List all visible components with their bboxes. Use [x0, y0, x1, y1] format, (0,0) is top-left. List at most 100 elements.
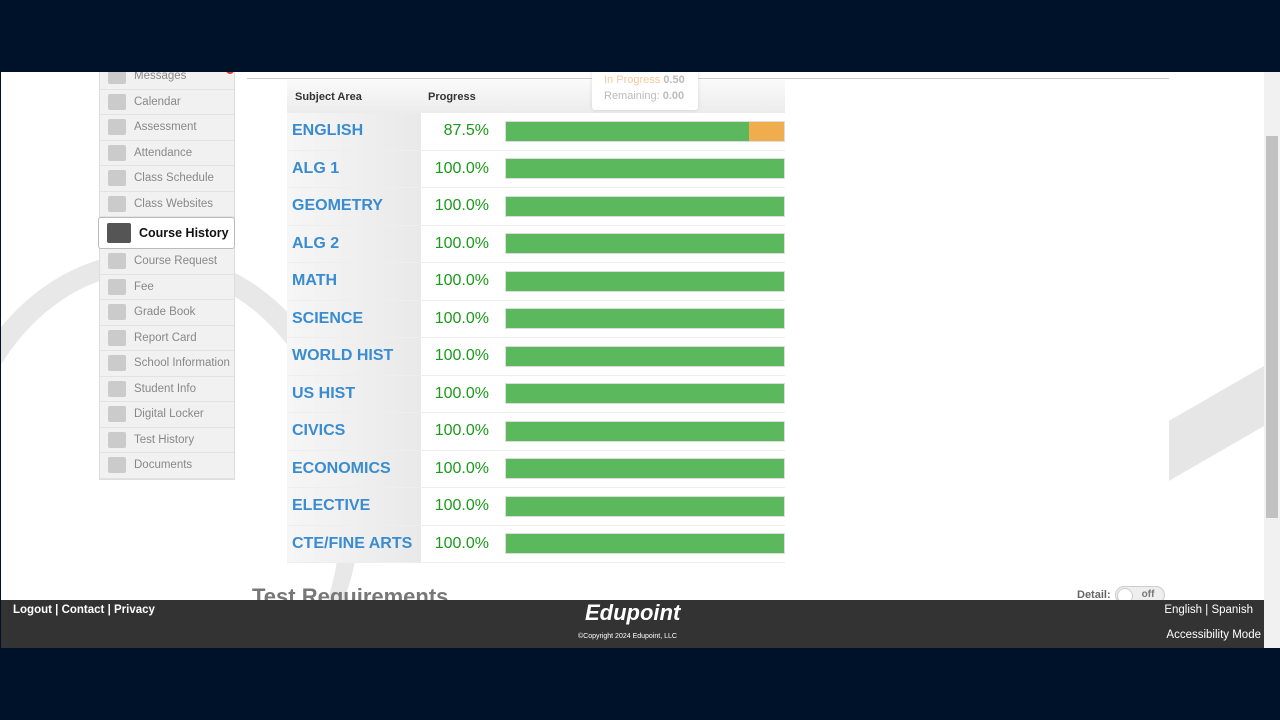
- subject-name[interactable]: WORLD HIST: [287, 338, 421, 375]
- table-row: WORLD HIST 100.0%: [287, 338, 785, 376]
- sidebar-item-course-history[interactable]: Course History: [98, 217, 235, 249]
- divider: [247, 78, 1169, 79]
- progress-percent: 100.0%: [434, 347, 489, 365]
- progress-complete: [506, 421, 784, 441]
- progress-complete: [506, 309, 784, 329]
- sidebar-item-documents[interactable]: Documents: [100, 453, 234, 479]
- sidebar-item-label: Grade Book: [134, 306, 196, 319]
- progress-percent: 100.0%: [434, 384, 489, 402]
- sidebar-item-label: Documents: [134, 459, 193, 472]
- progress-bar[interactable]: [505, 495, 785, 517]
- line-chart-icon: [108, 431, 126, 448]
- subject-name[interactable]: MATH: [287, 263, 421, 300]
- sidebar-item-label: Course Request: [134, 255, 218, 268]
- progress-bar[interactable]: [505, 233, 785, 255]
- sidebar-item-attendance[interactable]: Attendance: [100, 141, 234, 166]
- sidebar-item-calendar[interactable]: Calendar: [100, 90, 234, 115]
- progress-complete: [506, 271, 784, 291]
- privacy-link[interactable]: Privacy: [113, 604, 155, 616]
- subject-name[interactable]: ALG 2: [287, 225, 421, 262]
- sidebar-item-label: Class Schedule: [134, 172, 214, 185]
- tooltip-in-progress-value: 0.50: [663, 74, 685, 86]
- subject-name[interactable]: ELECTIVE: [287, 488, 421, 525]
- subject-name[interactable]: CIVICS: [287, 413, 421, 450]
- subject-name[interactable]: ECONOMICS: [287, 450, 421, 487]
- sidebar-item-label: Attendance: [134, 146, 193, 159]
- progress-percent: 87.5%: [443, 122, 489, 140]
- page: Messages Calendar Assessment Attendance Clas…: [0, 72, 1280, 648]
- logout-link[interactable]: Logout: [13, 604, 52, 616]
- scrollbar[interactable]: [1264, 72, 1280, 648]
- progress-bar[interactable]: [505, 270, 785, 292]
- english-link[interactable]: English: [1164, 604, 1203, 616]
- subject-name[interactable]: US HIST: [287, 375, 421, 412]
- spanish-link[interactable]: Spanish: [1211, 604, 1253, 616]
- sidebar-item-label: Course History: [139, 226, 229, 240]
- subject-name[interactable]: SCIENCE: [287, 300, 421, 337]
- progress-bar[interactable]: [505, 195, 785, 217]
- progress-complete: [506, 346, 784, 366]
- website-icon: [108, 195, 126, 212]
- sidebar-item-label: Calendar: [134, 95, 181, 108]
- table-row: ELECTIVE 100.0%: [287, 488, 785, 526]
- footer-links: Logout | Contact | Privacy: [13, 604, 155, 616]
- edupoint-logo: Edupoint: [585, 600, 681, 625]
- progress-bar[interactable]: [505, 158, 785, 180]
- subject-name[interactable]: ENGLISH: [287, 113, 421, 150]
- progress-bar[interactable]: [505, 458, 785, 480]
- background-swoosh-right: [1169, 363, 1269, 481]
- school-icon: [108, 355, 126, 372]
- progress-complete: [506, 121, 750, 141]
- sidebar-item-course-request[interactable]: Course Request: [100, 249, 234, 275]
- progress-bar[interactable]: [505, 120, 785, 142]
- progress-bar[interactable]: [505, 420, 785, 442]
- sidebar-item-school-information[interactable]: School Information: [100, 351, 234, 377]
- progress-percent: 100.0%: [434, 459, 489, 477]
- progress-percent: 100.0%: [434, 309, 489, 327]
- sidebar-item-student-info[interactable]: Student Info: [100, 377, 234, 402]
- sidebar-item-report-card[interactable]: Report Card: [100, 326, 234, 351]
- books-icon: [107, 223, 131, 243]
- subject-name[interactable]: GEOMETRY: [287, 188, 421, 225]
- contact-link[interactable]: Contact: [61, 604, 105, 616]
- progress-complete: [506, 384, 784, 404]
- schedule-icon: [108, 170, 126, 187]
- subject-name[interactable]: ALG 1: [287, 150, 421, 187]
- sidebar-item-label: School Information: [134, 357, 230, 370]
- scrollbar-thumb[interactable]: [1266, 136, 1278, 518]
- gradebook-icon: [108, 304, 126, 321]
- progress-complete: [506, 459, 784, 479]
- progress-bar[interactable]: [505, 308, 785, 330]
- sidebar-item-grade-book[interactable]: Grade Book: [100, 300, 234, 326]
- sidebar-item-label: Report Card: [134, 331, 197, 344]
- request-icon: [108, 253, 126, 270]
- footer: Logout | Contact | Privacy Edupoint ©Cop…: [1, 600, 1265, 648]
- progress-in-progress: [749, 121, 784, 141]
- progress-complete: [506, 159, 784, 179]
- table-header: Subject Area Progress: [287, 80, 785, 113]
- sidebar-item-label: Class Websites: [134, 197, 214, 210]
- sidebar-item-digital-locker[interactable]: Digital Locker: [100, 402, 234, 428]
- sidebar-item-messages[interactable]: Messages: [100, 72, 234, 90]
- accessibility-mode-link[interactable]: Accessibility Mode: [1166, 629, 1261, 641]
- sidebar-item-fee[interactable]: Fee: [100, 275, 234, 300]
- progress-bar[interactable]: [505, 383, 785, 405]
- sidebar-item-assessment[interactable]: Assessment: [100, 115, 234, 141]
- detail-toggle-group: Detail: off: [1077, 586, 1165, 604]
- sidebar-item-label: Test History: [134, 433, 195, 446]
- progress-complete: [506, 534, 784, 554]
- sidebar-item-class-schedule[interactable]: Class Schedule: [100, 166, 234, 192]
- progress-bar[interactable]: [505, 345, 785, 367]
- sidebar-item-label: Assessment: [134, 121, 197, 134]
- language-links: English | Spanish: [1164, 604, 1253, 616]
- table-row: MATH 100.0%: [287, 263, 785, 301]
- header-subject-area: Subject Area: [295, 90, 362, 103]
- sidebar-item-test-history[interactable]: Test History: [100, 428, 234, 453]
- progress-percent: 100.0%: [434, 422, 489, 440]
- bar-chart-icon: [108, 119, 126, 136]
- progress-bar[interactable]: [505, 533, 785, 555]
- tooltip-in-progress-label: In Progress: [604, 74, 661, 86]
- table-row: ALG 2 100.0%: [287, 225, 785, 263]
- sidebar-item-class-websites[interactable]: Class Websites: [100, 192, 234, 217]
- subject-name[interactable]: CTE/FINE ARTS: [287, 525, 421, 562]
